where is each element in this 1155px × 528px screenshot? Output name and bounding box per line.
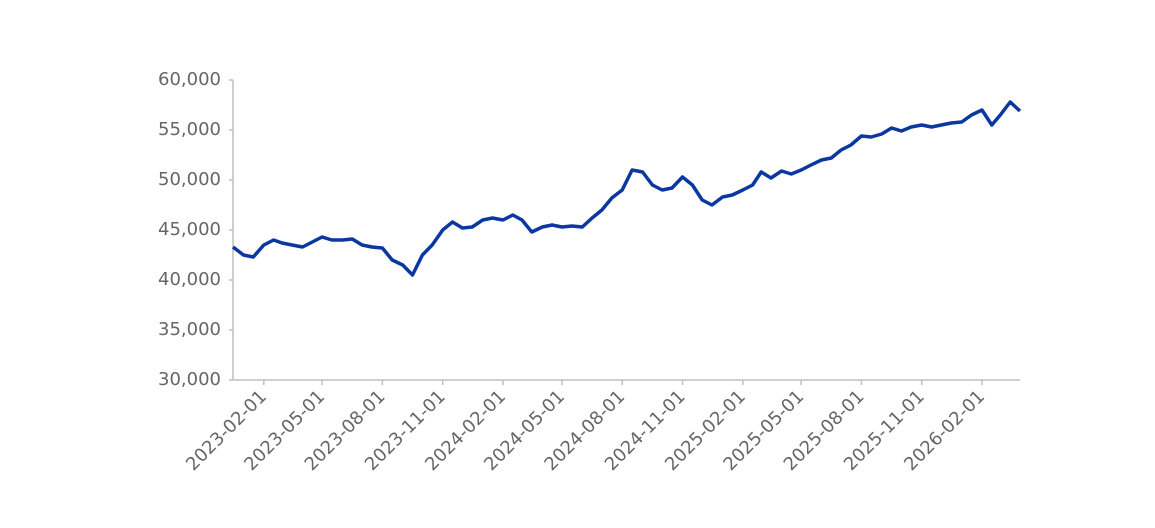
y-tick-label: 35,000: [158, 319, 221, 340]
y-tick-label: 60,000: [158, 69, 221, 90]
y-tick-label: 50,000: [158, 169, 221, 190]
y-tick-label: 55,000: [158, 119, 221, 140]
data-line: [231, 100, 1022, 277]
y-tick-label: 30,000: [158, 369, 221, 390]
y-tick-label: 40,000: [158, 269, 221, 290]
y-tick-label: 45,000: [158, 219, 221, 240]
